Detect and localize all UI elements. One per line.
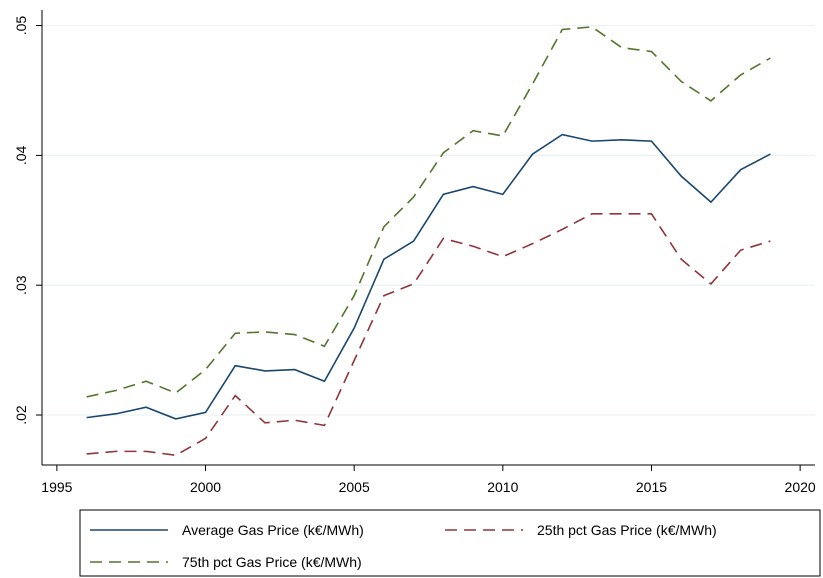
legend-label: 75th pct Gas Price (k€/MWh): [182, 554, 362, 570]
legend-box: [79, 509, 821, 577]
x-tick-label: 2020: [785, 479, 816, 495]
y-tick-label: .03: [13, 275, 29, 295]
data-line: [86, 213, 771, 457]
x-tick-label: 2015: [636, 479, 667, 495]
x-tick-label: 1995: [41, 479, 72, 495]
legend-label: Average Gas Price (k€/MWh): [182, 522, 364, 538]
data-line: [86, 133, 771, 420]
data-line: [86, 26, 771, 398]
y-tick-label: .05: [13, 16, 29, 36]
y-tick-label: .02: [13, 405, 29, 425]
x-tick-label: 2000: [190, 479, 221, 495]
x-tick-label: 2005: [339, 479, 370, 495]
y-tick-label: .04: [13, 145, 29, 165]
legend-label: 25th pct Gas Price (k€/MWh): [537, 522, 717, 538]
x-tick-label: 2010: [487, 479, 518, 495]
